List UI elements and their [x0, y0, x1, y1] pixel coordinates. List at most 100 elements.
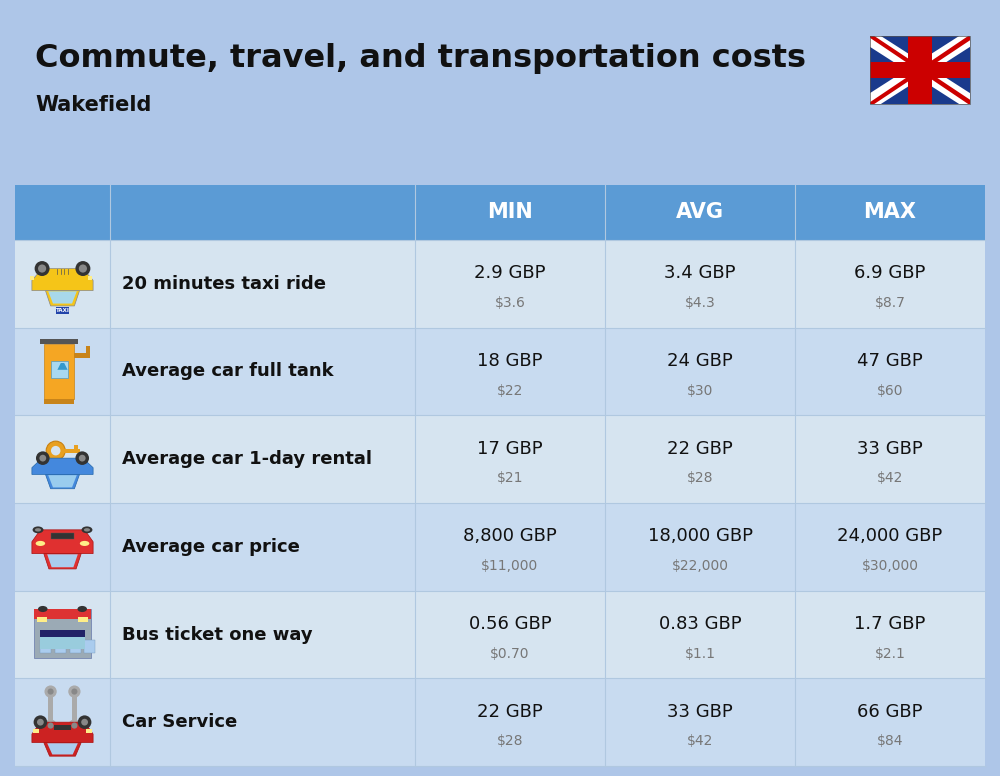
Polygon shape [32, 722, 93, 743]
Text: Average car full tank: Average car full tank [122, 362, 334, 380]
Circle shape [79, 265, 87, 272]
Bar [870, 63, 970, 78]
Polygon shape [57, 363, 68, 370]
Bar [74, 353, 86, 358]
Text: 1.7 GBP: 1.7 GBP [854, 615, 926, 633]
Bar [72, 690, 77, 727]
Text: 2.9 GBP: 2.9 GBP [474, 265, 546, 282]
Ellipse shape [38, 606, 48, 612]
Text: $42: $42 [877, 472, 903, 486]
Bar [86, 346, 90, 358]
Bar [15, 591, 985, 678]
Circle shape [71, 722, 77, 729]
Text: 18 GBP: 18 GBP [477, 352, 543, 370]
Circle shape [35, 261, 50, 276]
Circle shape [39, 455, 46, 462]
Text: 66 GBP: 66 GBP [857, 702, 923, 721]
Text: 8,800 GBP: 8,800 GBP [463, 528, 557, 546]
Bar [51, 532, 74, 539]
Bar [56, 449, 80, 453]
Text: $22: $22 [497, 384, 523, 398]
Polygon shape [32, 458, 93, 474]
Bar [870, 62, 970, 70]
Polygon shape [32, 268, 93, 291]
Text: 18,000 GBP: 18,000 GBP [648, 528, 753, 546]
Bar [40, 637, 85, 649]
Bar [78, 617, 88, 622]
Bar [33, 729, 39, 733]
Bar [15, 185, 985, 240]
Text: 22 GBP: 22 GBP [667, 440, 733, 458]
Text: 17 GBP: 17 GBP [477, 440, 543, 458]
Text: 33 GBP: 33 GBP [857, 440, 923, 458]
Circle shape [48, 722, 54, 729]
Circle shape [46, 441, 65, 460]
Text: Car Service: Car Service [122, 713, 237, 731]
Polygon shape [48, 475, 77, 487]
Bar [15, 678, 985, 766]
Polygon shape [47, 743, 78, 754]
Circle shape [36, 452, 50, 465]
Text: 24 GBP: 24 GBP [667, 352, 733, 370]
Text: 6.9 GBP: 6.9 GBP [854, 265, 926, 282]
Text: Bus ticket one way: Bus ticket one way [122, 625, 313, 643]
Bar [51, 362, 68, 379]
Ellipse shape [84, 528, 90, 532]
Bar [37, 617, 47, 622]
Text: Average car price: Average car price [122, 538, 300, 556]
Circle shape [78, 715, 91, 729]
Circle shape [68, 719, 81, 732]
Text: Wakefield: Wakefield [35, 95, 151, 115]
Text: 47 GBP: 47 GBP [857, 352, 923, 370]
Bar [870, 70, 970, 78]
Bar [54, 725, 71, 729]
Text: 24,000 GBP: 24,000 GBP [837, 528, 943, 546]
Text: Average car 1-day rental: Average car 1-day rental [122, 450, 372, 468]
Polygon shape [870, 36, 970, 104]
Polygon shape [870, 36, 970, 104]
Bar [0, 0, 1000, 183]
Ellipse shape [80, 541, 89, 546]
Bar [40, 339, 78, 345]
Bar [88, 276, 92, 280]
Polygon shape [48, 291, 77, 303]
Bar [74, 445, 78, 449]
Circle shape [75, 261, 90, 276]
Text: 22 GBP: 22 GBP [477, 702, 543, 721]
Text: 33 GBP: 33 GBP [667, 702, 733, 721]
Bar [870, 36, 970, 104]
Bar [40, 639, 51, 653]
Text: MIN: MIN [487, 203, 533, 223]
Text: $42: $42 [687, 734, 713, 749]
Bar [86, 729, 92, 733]
Text: $11,000: $11,000 [481, 559, 539, 573]
Bar [55, 639, 66, 653]
Bar [920, 36, 932, 104]
Text: $0.70: $0.70 [490, 646, 530, 661]
Text: $22,000: $22,000 [672, 559, 728, 573]
Circle shape [71, 688, 77, 695]
Text: $1.1: $1.1 [684, 646, 716, 661]
Bar [15, 415, 985, 503]
Text: $60: $60 [877, 384, 903, 398]
Text: $4.3: $4.3 [685, 296, 715, 310]
Polygon shape [32, 530, 93, 553]
Circle shape [34, 715, 47, 729]
Bar [56, 307, 69, 314]
Circle shape [79, 455, 86, 462]
Bar [870, 36, 970, 104]
Bar [34, 609, 91, 658]
Circle shape [38, 265, 46, 272]
Text: $84: $84 [877, 734, 903, 749]
Bar [44, 345, 74, 399]
Ellipse shape [82, 526, 92, 533]
Bar [909, 36, 931, 104]
Bar [30, 276, 34, 280]
Ellipse shape [33, 526, 43, 533]
Text: MAX: MAX [864, 203, 916, 223]
Text: $30: $30 [687, 384, 713, 398]
Circle shape [68, 685, 81, 698]
Polygon shape [870, 36, 970, 104]
Circle shape [44, 719, 57, 732]
Bar [48, 690, 53, 727]
